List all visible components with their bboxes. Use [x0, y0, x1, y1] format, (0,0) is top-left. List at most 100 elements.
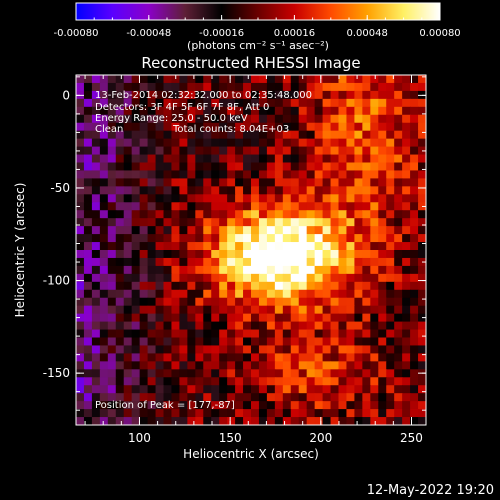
heatmap-cell [323, 361, 332, 370]
heatmap-cell [171, 338, 180, 347]
heatmap-cell [370, 178, 379, 187]
heatmap-cell [84, 369, 93, 378]
heatmap-cell [378, 155, 387, 164]
heatmap-cell [179, 170, 188, 179]
heatmap-cell [370, 361, 379, 370]
heatmap-cell [84, 353, 93, 362]
heatmap-cell [291, 298, 300, 307]
heatmap-cell [354, 322, 363, 331]
x-tick-label: 150 [219, 431, 242, 445]
heatmap-cell [164, 266, 173, 275]
heatmap-cell [235, 306, 244, 315]
heatmap-cell [291, 115, 300, 124]
heatmap-cell [259, 234, 268, 243]
heatmap-cell [92, 210, 101, 219]
heatmap-cell [299, 345, 308, 354]
heatmap-cell [171, 258, 180, 267]
heatmap-cell [299, 314, 308, 323]
heatmap-cell [418, 417, 427, 426]
heatmap-cell [339, 322, 348, 331]
heatmap-cell [259, 282, 268, 291]
heatmap-cell [315, 194, 324, 203]
heatmap-cell [323, 290, 332, 299]
heatmap-cell [259, 314, 268, 323]
heatmap-cell [291, 417, 300, 426]
heatmap-cell [124, 338, 133, 347]
heatmap-cell [140, 123, 149, 132]
heatmap-cell [251, 306, 260, 315]
heatmap-cell [235, 290, 244, 299]
heatmap-cell [171, 314, 180, 323]
heatmap-cell [100, 306, 109, 315]
heatmap-cell [179, 155, 188, 164]
heatmap-cell [315, 115, 324, 124]
heatmap-cell [76, 361, 85, 370]
heatmap-cell [299, 178, 308, 187]
heatmap-cell [323, 147, 332, 156]
heatmap-cell [259, 186, 268, 195]
heatmap-cell [331, 353, 340, 362]
heatmap-cell [418, 226, 427, 235]
heatmap-cell [203, 250, 212, 259]
heatmap-cell [116, 266, 125, 275]
heatmap-cell [299, 290, 308, 299]
heatmap-cell [354, 170, 363, 179]
heatmap-cell [402, 202, 411, 211]
heatmap-cell [187, 234, 196, 243]
heatmap-cell [164, 290, 173, 299]
heatmap-cell [394, 377, 403, 386]
heatmap-cell [211, 298, 220, 307]
heatmap-cell [187, 218, 196, 227]
heatmap-cell [307, 218, 316, 227]
heatmap-cell [394, 210, 403, 219]
heatmap-cell [275, 107, 284, 116]
heatmap-cell [148, 306, 157, 315]
heatmap-cell [76, 178, 85, 187]
heatmap-cell [235, 75, 244, 84]
heatmap-cell [243, 282, 252, 291]
heatmap-cell [378, 409, 387, 418]
heatmap-cell [339, 218, 348, 227]
heatmap-cell [402, 361, 411, 370]
heatmap-cell [164, 361, 173, 370]
heatmap-cell [227, 330, 236, 339]
heatmap-cell [243, 306, 252, 315]
heatmap-cell [291, 377, 300, 386]
heatmap-cell [307, 330, 316, 339]
heatmap-cell [402, 218, 411, 227]
heatmap-cell [402, 338, 411, 347]
heatmap-cell [275, 417, 284, 426]
heatmap-cell [283, 155, 292, 164]
heatmap-cell [211, 361, 220, 370]
heatmap-cell [235, 194, 244, 203]
heatmap-cell [148, 234, 157, 243]
heatmap-cell [291, 385, 300, 394]
heatmap-cell [108, 322, 117, 331]
heatmap-cell [339, 115, 348, 124]
heatmap-cell [171, 178, 180, 187]
heatmap-cell [259, 163, 268, 172]
heatmap-cell [227, 282, 236, 291]
heatmap-cell [140, 314, 149, 323]
heatmap-cell [331, 258, 340, 267]
heatmap-cell [315, 314, 324, 323]
heatmap-cell [275, 353, 284, 362]
heatmap-cell [370, 369, 379, 378]
heatmap-cell [179, 218, 188, 227]
heatmap-cell [378, 234, 387, 243]
heatmap-cell [331, 361, 340, 370]
heatmap-cell [331, 91, 340, 100]
heatmap-cell [370, 385, 379, 394]
x-tick-label: 250 [400, 431, 423, 445]
heatmap-cell [243, 147, 252, 156]
heatmap-cell [164, 178, 173, 187]
heatmap-cell [362, 353, 371, 362]
heatmap-cell [378, 258, 387, 267]
heatmap-cell [211, 170, 220, 179]
heatmap-cell [100, 417, 109, 426]
heatmap-cell [275, 274, 284, 283]
heatmap-cell [164, 306, 173, 315]
heatmap-cell [346, 393, 355, 402]
heatmap-cell [195, 234, 204, 243]
heatmap-cell [299, 322, 308, 331]
